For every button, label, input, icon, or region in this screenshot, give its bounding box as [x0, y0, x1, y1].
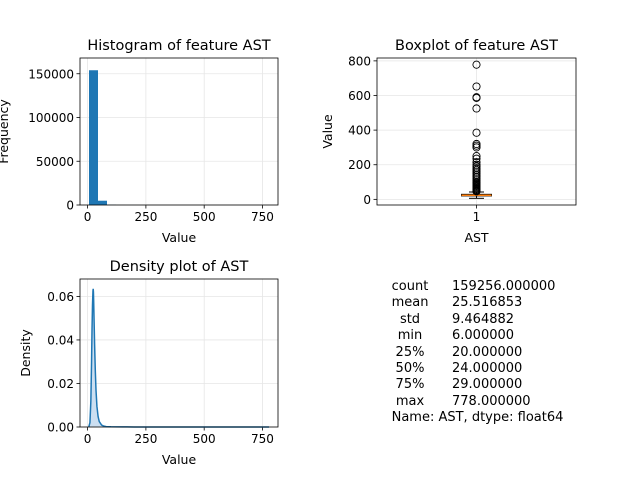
boxplot-y-axis-label: Value	[320, 114, 335, 149]
summary-value: 159256.000000	[450, 279, 572, 295]
histogram-title: Histogram of feature AST	[87, 38, 270, 54]
histogram-y-tick-label: 0	[66, 199, 74, 213]
density-area-fill	[89, 289, 269, 427]
summary-row: 50%24.000000	[370, 361, 585, 377]
summary-key: max	[370, 394, 450, 410]
summary-key: mean	[370, 295, 450, 311]
histogram-y-tick-label: 150000	[28, 67, 74, 81]
summary-value: 9.464882	[450, 312, 572, 328]
density-y-axis-label: Density	[18, 329, 33, 377]
histogram-y-tick-label: 50000	[36, 155, 74, 169]
density-y-tick-label: 0.02	[47, 377, 74, 391]
density-x-tick-label: 250	[134, 432, 157, 446]
summary-key: 25%	[370, 345, 450, 361]
density-axes-frame	[80, 279, 278, 427]
summary-value: 778.000000	[450, 394, 572, 410]
histogram-x-tick-label: 750	[251, 210, 274, 224]
summary-key: 75%	[370, 377, 450, 393]
density-curve	[89, 289, 269, 427]
density-y-tick-label: 0.00	[47, 421, 74, 435]
boxplot-y-tick-label: 400	[348, 124, 371, 138]
boxplot-y-tick-label: 600	[348, 89, 371, 103]
summary-footer: Name: AST, dtype: float64	[370, 410, 585, 426]
summary-key: std	[370, 312, 450, 328]
histogram-axes-frame	[80, 58, 278, 205]
summary-row: 75%29.000000	[370, 377, 585, 393]
boxplot-y-tick-label: 200	[348, 158, 371, 172]
summary-value: 24.000000	[450, 361, 572, 377]
summary-value: 20.000000	[450, 345, 572, 361]
histogram-y-tick-label: 100000	[28, 111, 74, 125]
density-x-tick-label: 0	[84, 432, 92, 446]
density-y-tick-label: 0.06	[47, 290, 74, 304]
summary-value: 25.516853	[450, 295, 572, 311]
boxplot-y-tick-label: 0	[363, 193, 371, 207]
boxplot-title: Boxplot of feature AST	[395, 38, 558, 54]
summary-key: 50%	[370, 361, 450, 377]
histogram-bar	[98, 201, 107, 205]
boxplot-x-axis-label: AST	[464, 230, 488, 245]
density-x-tick-label: 500	[193, 432, 216, 446]
summary-value: 29.000000	[450, 377, 572, 393]
summary-value: 6.000000	[450, 328, 572, 344]
density-x-tick-label: 750	[251, 432, 274, 446]
histogram-y-axis-label: Frequency	[0, 99, 11, 164]
summary-row: 25%20.000000	[370, 345, 585, 361]
density-y-tick-label: 0.04	[47, 333, 74, 347]
histogram-bar	[89, 70, 98, 205]
summary-key: min	[370, 328, 450, 344]
density-x-axis-label: Value	[162, 452, 197, 467]
histogram-x-tick-label: 0	[84, 210, 92, 224]
summary-key: count	[370, 279, 450, 295]
histogram-x-tick-label: 250	[134, 210, 157, 224]
density-title: Density plot of AST	[110, 259, 249, 275]
histogram-x-tick-label: 500	[193, 210, 216, 224]
histogram-x-axis-label: Value	[162, 230, 197, 245]
boxplot-y-tick-label: 800	[348, 54, 371, 68]
boxplot-x-tick-label: 1	[473, 210, 481, 224]
